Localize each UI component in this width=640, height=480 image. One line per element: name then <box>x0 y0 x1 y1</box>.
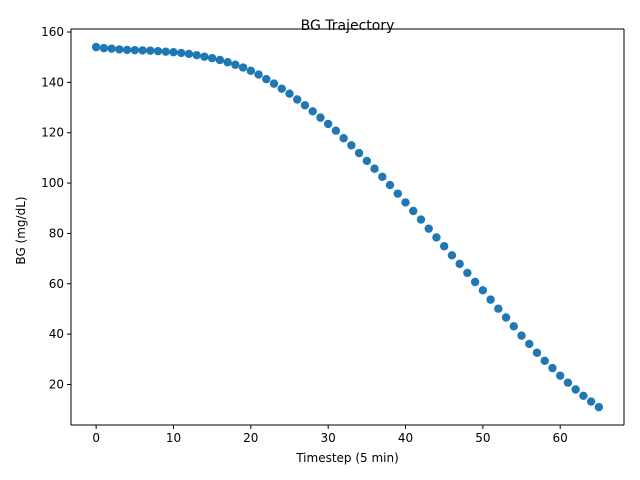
data-point <box>455 259 464 269</box>
data-point <box>138 46 147 55</box>
x-tick-label: 0 <box>92 431 100 445</box>
data-point <box>478 286 488 295</box>
data-point <box>401 198 410 207</box>
data-point <box>432 233 441 242</box>
data-point <box>331 126 341 135</box>
data-point <box>231 60 240 69</box>
data-point <box>316 113 325 122</box>
data-point <box>555 371 565 380</box>
data-point <box>486 295 495 304</box>
data-point <box>563 378 573 387</box>
data-point <box>532 348 542 357</box>
data-point <box>323 119 333 129</box>
chart-title: BG Trajectory <box>301 18 395 34</box>
data-point <box>246 66 256 75</box>
x-tick-label: 60 <box>553 431 568 445</box>
data-point <box>200 52 209 61</box>
data-point <box>525 339 534 349</box>
data-point <box>517 331 526 340</box>
data-point <box>300 101 310 110</box>
x-tick-label: 30 <box>321 431 336 445</box>
data-point <box>540 356 549 365</box>
data-point <box>339 134 348 143</box>
data-point <box>262 74 271 84</box>
y-axis-label: BG (mg/dL) <box>14 196 28 264</box>
y-tick-label: 20 <box>49 377 64 391</box>
data-point <box>463 268 472 278</box>
data-point <box>308 107 317 116</box>
data-point <box>285 89 294 98</box>
data-point <box>416 215 426 224</box>
data-point <box>424 224 433 233</box>
data-point <box>354 148 364 158</box>
data-point <box>393 189 402 198</box>
y-tick-label: 80 <box>49 226 64 240</box>
data-point <box>215 55 225 65</box>
x-tick-label: 50 <box>475 431 490 445</box>
data-point <box>362 156 372 166</box>
y-tick-label: 160 <box>41 25 64 39</box>
axes: 0 10 20 30 40 50 60 20 40 60 80 100 120 140 160 <box>41 25 625 445</box>
data-point <box>223 58 232 67</box>
data-point <box>192 50 201 60</box>
y-tick-label: 60 <box>49 277 64 291</box>
data-point <box>91 42 101 52</box>
data-point <box>494 304 503 313</box>
data-point <box>378 172 387 181</box>
x-tick-label: 20 <box>243 431 258 445</box>
y-tick-label: 100 <box>41 176 64 190</box>
data-point <box>169 47 178 57</box>
data-point <box>370 164 379 173</box>
y-tick-label: 120 <box>41 126 64 140</box>
y-tick-label: 140 <box>41 75 64 89</box>
x-axis-label: Timestep (5 min) <box>295 451 399 465</box>
data-point <box>177 48 186 58</box>
x-tick-label: 40 <box>398 431 413 445</box>
data-point <box>447 251 457 260</box>
data-point <box>579 391 588 400</box>
data-point <box>409 206 418 216</box>
data-points <box>91 42 604 412</box>
data-point <box>115 45 124 54</box>
data-point <box>207 54 217 63</box>
data-point <box>99 43 109 53</box>
data-point <box>571 385 580 394</box>
data-point <box>184 49 194 59</box>
data-point <box>501 313 511 322</box>
data-point <box>122 45 132 55</box>
y-tick-label: 40 <box>49 327 64 341</box>
data-point <box>254 70 263 79</box>
data-point <box>238 63 248 72</box>
data-point <box>153 46 163 56</box>
data-point <box>161 47 170 56</box>
data-point <box>385 180 395 190</box>
data-point <box>146 46 155 55</box>
data-point <box>293 95 302 104</box>
data-point <box>130 45 140 55</box>
data-point <box>439 242 449 251</box>
data-point <box>470 277 480 287</box>
data-point <box>269 79 279 88</box>
x-tick-label: 10 <box>166 431 181 445</box>
data-point <box>347 141 356 150</box>
data-point <box>586 397 596 406</box>
data-point <box>107 44 116 53</box>
data-point <box>277 84 286 93</box>
data-point <box>548 363 557 373</box>
data-point <box>509 322 518 331</box>
data-point <box>594 402 604 412</box>
